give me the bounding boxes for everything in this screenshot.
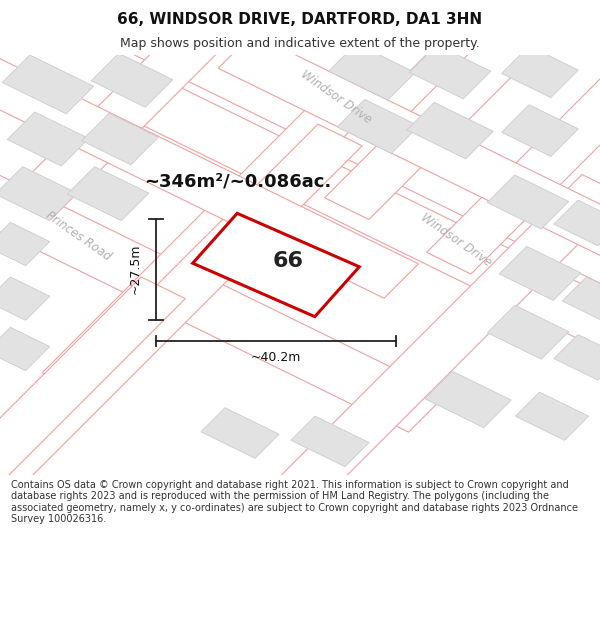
- Text: Windsor Drive: Windsor Drive: [298, 68, 374, 126]
- Polygon shape: [201, 408, 279, 458]
- Polygon shape: [502, 105, 578, 156]
- Polygon shape: [291, 416, 369, 467]
- Polygon shape: [67, 167, 149, 221]
- Polygon shape: [105, 69, 600, 444]
- Polygon shape: [0, 167, 77, 221]
- Polygon shape: [91, 53, 173, 108]
- Polygon shape: [554, 200, 600, 246]
- Polygon shape: [0, 124, 362, 490]
- Polygon shape: [0, 222, 50, 266]
- Polygon shape: [218, 34, 600, 261]
- Text: 66: 66: [272, 251, 304, 271]
- Polygon shape: [7, 112, 89, 166]
- Polygon shape: [329, 44, 415, 100]
- Text: Princes Road: Princes Road: [43, 208, 113, 263]
- Text: Windsor Drive: Windsor Drive: [418, 211, 494, 269]
- Polygon shape: [409, 45, 491, 99]
- Polygon shape: [0, 81, 446, 432]
- Polygon shape: [2, 55, 94, 114]
- Polygon shape: [562, 277, 600, 320]
- Polygon shape: [487, 305, 569, 359]
- Text: 66, WINDSOR DRIVE, DARTFORD, DA1 3HN: 66, WINDSOR DRIVE, DARTFORD, DA1 3HN: [118, 12, 482, 27]
- Polygon shape: [0, 277, 185, 505]
- Polygon shape: [337, 99, 419, 153]
- Polygon shape: [515, 392, 589, 440]
- Polygon shape: [487, 175, 569, 229]
- Polygon shape: [499, 246, 581, 301]
- Text: ~40.2m: ~40.2m: [251, 351, 301, 364]
- Polygon shape: [0, 277, 50, 320]
- Polygon shape: [7, 0, 257, 219]
- Polygon shape: [238, 174, 600, 540]
- Text: Contains OS data © Crown copyright and database right 2021. This information is : Contains OS data © Crown copyright and d…: [11, 479, 578, 524]
- Polygon shape: [425, 371, 511, 428]
- Text: Map shows position and indicative extent of the property.: Map shows position and indicative extent…: [120, 38, 480, 51]
- Polygon shape: [0, 47, 418, 298]
- Polygon shape: [554, 334, 600, 380]
- Polygon shape: [502, 46, 578, 98]
- Polygon shape: [193, 213, 359, 317]
- Polygon shape: [0, 328, 50, 371]
- Text: ~27.5m: ~27.5m: [128, 244, 142, 294]
- Polygon shape: [325, 0, 575, 219]
- Polygon shape: [42, 0, 534, 394]
- Polygon shape: [407, 102, 493, 159]
- Polygon shape: [427, 46, 600, 274]
- Text: ~346m²/~0.086ac.: ~346m²/~0.086ac.: [144, 172, 331, 190]
- Polygon shape: [82, 113, 158, 165]
- Polygon shape: [0, 0, 600, 326]
